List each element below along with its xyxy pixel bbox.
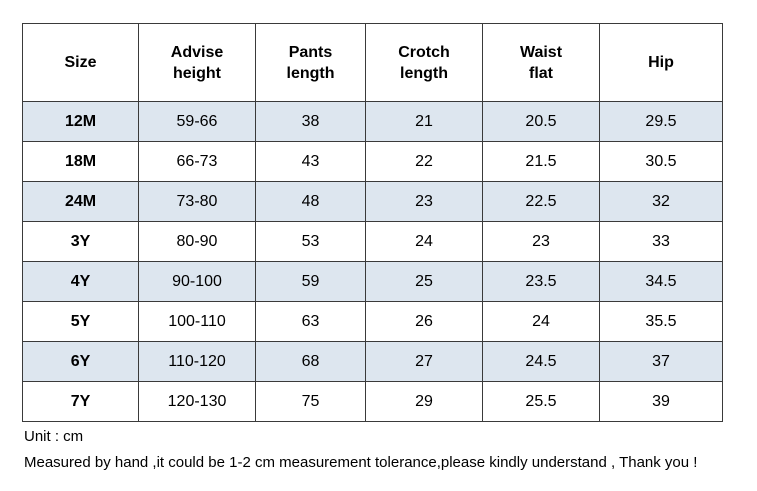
- cell-pants-length: 68: [255, 341, 366, 382]
- cell-advise-height: 100-110: [138, 301, 256, 342]
- header-hip-label: Hip: [648, 54, 674, 71]
- header-advise-height: Advise height: [138, 23, 256, 102]
- cell-waist-flat: 23.5: [482, 261, 600, 302]
- cell-hip: 29.5: [599, 101, 723, 142]
- cell-crotch-length: 27: [365, 341, 483, 382]
- header-row: Size Advise height Pants length Crotch leng…: [22, 23, 723, 102]
- header-waist-flat: Waist flat: [482, 23, 600, 102]
- header-waist-flat-line2: flat: [529, 64, 553, 82]
- cell-crotch-length: 24: [365, 221, 483, 262]
- cell-hip: 34.5: [599, 261, 723, 302]
- cell-advise-height: 90-100: [138, 261, 256, 302]
- cell-crotch-length: 29: [365, 381, 483, 422]
- tolerance-note: Measured by hand ,it could be 1-2 cm mea…: [24, 454, 698, 471]
- cell-size: 4Y: [22, 261, 139, 302]
- cell-crotch-length: 22: [365, 141, 483, 182]
- cell-advise-height: 110-120: [138, 341, 256, 382]
- cell-hip: 32: [599, 181, 723, 222]
- cell-waist-flat: 24: [482, 301, 600, 342]
- cell-pants-length: 59: [255, 261, 366, 302]
- cell-advise-height: 120-130: [138, 381, 256, 422]
- size-chart-table: Size Advise height Pants length Crotch leng…: [22, 23, 723, 422]
- cell-size: 6Y: [22, 341, 139, 382]
- header-hip: Hip: [599, 23, 723, 102]
- table-row: 12M 59-66 38 21 20.5 29.5: [22, 101, 723, 142]
- cell-hip: 39: [599, 381, 723, 422]
- cell-pants-length: 38: [255, 101, 366, 142]
- header-waist-flat-line1: Waist: [519, 43, 563, 61]
- cell-crotch-length: 21: [365, 101, 483, 142]
- cell-waist-flat: 25.5: [482, 381, 600, 422]
- cell-pants-length: 75: [255, 381, 366, 422]
- cell-waist-flat: 20.5: [482, 101, 600, 142]
- header-size: Size: [22, 23, 139, 102]
- cell-size: 18M: [22, 141, 139, 182]
- cell-waist-flat: 24.5: [482, 341, 600, 382]
- cell-hip: 33: [599, 221, 723, 262]
- header-crotch-length-line2: length: [400, 64, 448, 82]
- cell-waist-flat: 22.5: [482, 181, 600, 222]
- cell-advise-height: 66-73: [138, 141, 256, 182]
- header-pants-length-line2: length: [286, 64, 335, 82]
- table-row: 24M 73-80 48 23 22.5 32: [22, 181, 723, 222]
- header-size-label: Size: [64, 54, 97, 71]
- cell-size: 3Y: [22, 221, 139, 262]
- table-row: 7Y 120-130 75 29 25.5 39: [22, 381, 723, 422]
- table-row: 4Y 90-100 59 25 23.5 34.5: [22, 261, 723, 302]
- header-advise-height-line1: Advise: [170, 43, 224, 61]
- cell-pants-length: 53: [255, 221, 366, 262]
- cell-crotch-length: 26: [365, 301, 483, 342]
- cell-crotch-length: 25: [365, 261, 483, 302]
- cell-hip: 35.5: [599, 301, 723, 342]
- cell-waist-flat: 23: [482, 221, 600, 262]
- cell-hip: 37: [599, 341, 723, 382]
- header-crotch-length-line1: Crotch: [398, 43, 450, 61]
- table-row: 5Y 100-110 63 26 24 35.5: [22, 301, 723, 342]
- cell-pants-length: 63: [255, 301, 366, 342]
- table-row: 3Y 80-90 53 24 23 33: [22, 221, 723, 262]
- cell-crotch-length: 23: [365, 181, 483, 222]
- cell-pants-length: 43: [255, 141, 366, 182]
- header-crotch-length: Crotch length: [365, 23, 483, 102]
- cell-size: 5Y: [22, 301, 139, 342]
- cell-pants-length: 48: [255, 181, 366, 222]
- header-advise-height-line2: height: [173, 64, 221, 82]
- cell-advise-height: 59-66: [138, 101, 256, 142]
- table-row: 18M 66-73 43 22 21.5 30.5: [22, 141, 723, 182]
- unit-note: Unit : cm: [24, 428, 84, 445]
- header-pants-length: Pants length: [255, 23, 366, 102]
- cell-advise-height: 73-80: [138, 181, 256, 222]
- cell-hip: 30.5: [599, 141, 723, 182]
- cell-size: 24M: [22, 181, 139, 222]
- cell-advise-height: 80-90: [138, 221, 256, 262]
- table-body: 12M 59-66 38 21 20.5 29.5 18M 66-73 43 22 21.5 30.5…: [22, 101, 723, 422]
- header-pants-length-line1: Pants: [288, 43, 333, 61]
- cell-size: 12M: [22, 101, 139, 142]
- table-row: 6Y 110-120 68 27 24.5 37: [22, 341, 723, 382]
- cell-waist-flat: 21.5: [482, 141, 600, 182]
- cell-size: 7Y: [22, 381, 139, 422]
